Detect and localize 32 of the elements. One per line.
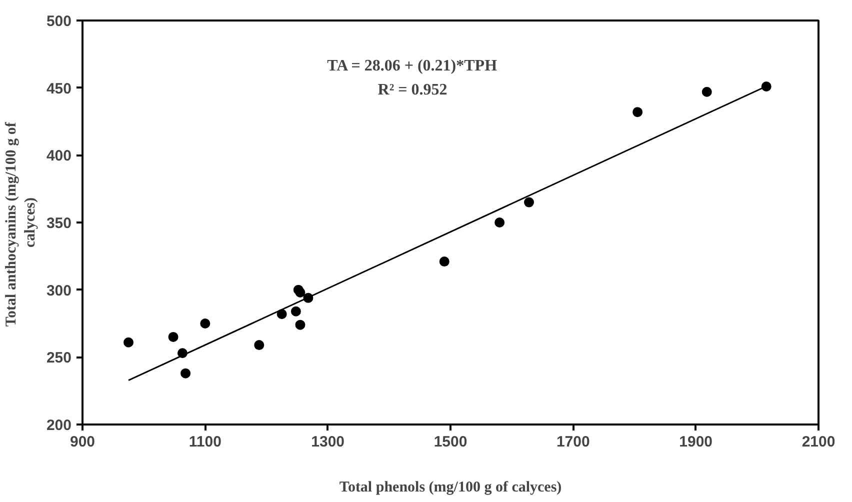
point [702, 86, 712, 97]
y-tick-label: 500 [46, 13, 72, 30]
point [632, 107, 643, 118]
x-tick-label: 1100 [188, 434, 222, 450]
point [168, 332, 178, 342]
point [761, 81, 772, 92]
point [290, 306, 301, 316]
point [254, 340, 264, 350]
y-tick-label: 200 [46, 417, 72, 434]
x-axis-title: Total phenols (mg/100 g of calyces) [339, 480, 562, 496]
point [295, 320, 306, 330]
x-tick-label: 1900 [679, 434, 713, 450]
x-tick-label: 1300 [311, 434, 345, 450]
point [200, 318, 210, 328]
point [524, 197, 534, 208]
y-tick-label: 450 [46, 80, 72, 98]
point [124, 337, 134, 348]
point [439, 256, 450, 267]
x-tick-label: 1500 [434, 434, 468, 450]
y-tick-label: 350 [46, 215, 72, 232]
annotation: TA = 28.06 + (0.21)*TPH [327, 58, 498, 74]
annotation: R² = 0.952 [378, 82, 448, 98]
point [494, 218, 505, 228]
y-tick-label: 400 [46, 148, 72, 165]
x-tick-label: 1700 [556, 434, 590, 450]
x-tick-label: 900 [70, 434, 96, 450]
y-tick-label: 250 [46, 350, 72, 367]
point [180, 368, 191, 378]
y-axis-title: Total anthocyanins (mg/100 g of calyces) [3, 121, 38, 327]
point [295, 288, 306, 298]
y-tick-label: 300 [46, 282, 72, 300]
x-tick-label: 2100 [802, 434, 836, 450]
